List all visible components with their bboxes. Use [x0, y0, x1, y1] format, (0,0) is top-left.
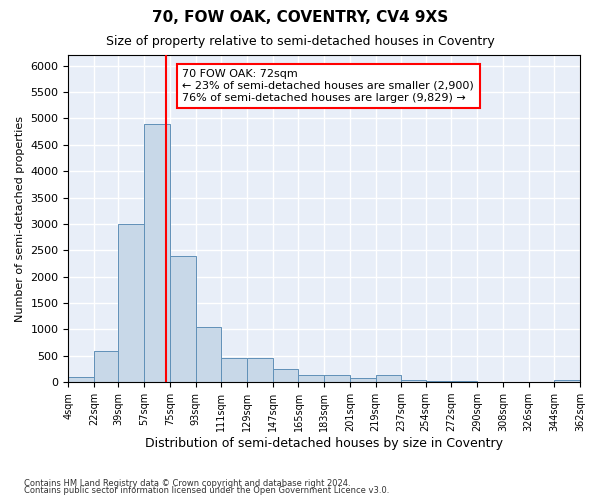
Bar — [247, 358, 273, 382]
Bar — [451, 381, 477, 382]
Text: Contains HM Land Registry data © Crown copyright and database right 2024.: Contains HM Land Registry data © Crown c… — [24, 478, 350, 488]
Bar — [324, 376, 350, 382]
Text: Size of property relative to semi-detached houses in Coventry: Size of property relative to semi-detach… — [106, 35, 494, 48]
Bar — [221, 358, 247, 382]
Bar — [350, 378, 376, 382]
Bar — [170, 256, 196, 382]
Bar — [196, 327, 221, 382]
Bar — [401, 380, 425, 382]
Bar — [273, 369, 298, 382]
Bar — [118, 224, 144, 382]
Bar — [425, 381, 451, 382]
Bar — [554, 380, 580, 382]
Text: 70 FOW OAK: 72sqm
← 23% of semi-detached houses are smaller (2,900)
76% of semi-: 70 FOW OAK: 72sqm ← 23% of semi-detached… — [182, 70, 474, 102]
Bar — [94, 350, 118, 382]
Text: Contains public sector information licensed under the Open Government Licence v3: Contains public sector information licen… — [24, 486, 389, 495]
X-axis label: Distribution of semi-detached houses by size in Coventry: Distribution of semi-detached houses by … — [145, 437, 503, 450]
Text: 70, FOW OAK, COVENTRY, CV4 9XS: 70, FOW OAK, COVENTRY, CV4 9XS — [152, 10, 448, 25]
Bar — [144, 124, 170, 382]
Bar — [376, 376, 401, 382]
Y-axis label: Number of semi-detached properties: Number of semi-detached properties — [15, 116, 25, 322]
Bar — [298, 376, 324, 382]
Bar — [68, 377, 94, 382]
